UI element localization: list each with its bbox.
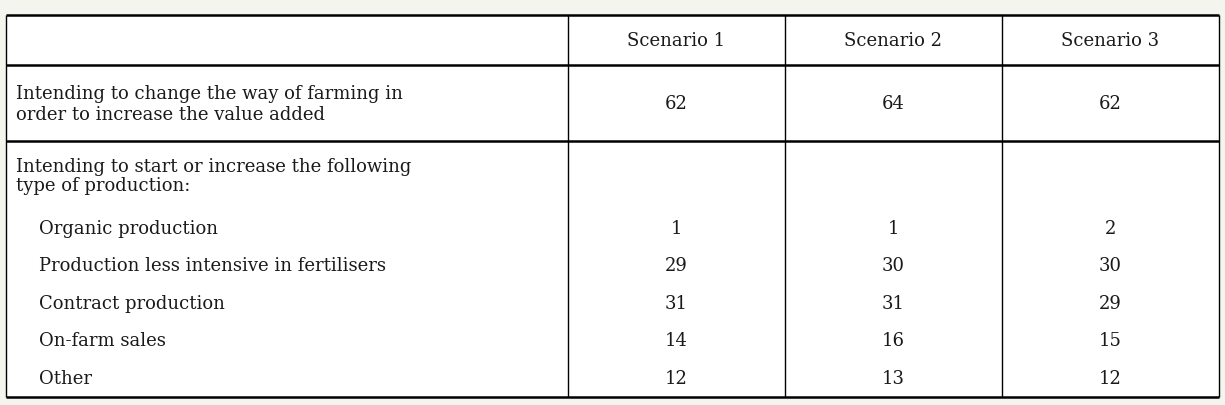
Text: 14: 14 bbox=[665, 332, 687, 350]
Text: 62: 62 bbox=[665, 95, 687, 113]
Text: Contract production: Contract production bbox=[16, 294, 225, 312]
Text: 15: 15 bbox=[1099, 332, 1122, 350]
Text: 16: 16 bbox=[882, 332, 905, 350]
Text: order to increase the value added: order to increase the value added bbox=[16, 106, 325, 124]
Text: 12: 12 bbox=[1099, 369, 1122, 387]
Text: Scenario 1: Scenario 1 bbox=[627, 32, 725, 50]
Text: 2: 2 bbox=[1105, 219, 1116, 237]
Text: On-farm sales: On-farm sales bbox=[16, 332, 165, 350]
Text: 31: 31 bbox=[882, 294, 905, 312]
Text: Production less intensive in fertilisers: Production less intensive in fertilisers bbox=[16, 257, 386, 275]
Text: 62: 62 bbox=[1099, 95, 1122, 113]
Text: 1: 1 bbox=[887, 219, 899, 237]
Text: 29: 29 bbox=[1099, 294, 1122, 312]
Text: Scenario 3: Scenario 3 bbox=[1061, 32, 1159, 50]
Text: 12: 12 bbox=[665, 369, 687, 387]
Text: Scenario 2: Scenario 2 bbox=[844, 32, 942, 50]
Text: 29: 29 bbox=[665, 257, 687, 275]
Text: 64: 64 bbox=[882, 95, 905, 113]
Text: 30: 30 bbox=[1099, 257, 1122, 275]
Text: Intending to start or increase the following: Intending to start or increase the follo… bbox=[16, 157, 412, 175]
Text: 1: 1 bbox=[670, 219, 682, 237]
Text: type of production:: type of production: bbox=[16, 176, 190, 194]
Text: Organic production: Organic production bbox=[16, 219, 218, 237]
Text: 30: 30 bbox=[882, 257, 905, 275]
Text: Intending to change the way of farming in: Intending to change the way of farming i… bbox=[16, 85, 403, 102]
Text: 31: 31 bbox=[665, 294, 687, 312]
Text: 13: 13 bbox=[882, 369, 905, 387]
Text: Other: Other bbox=[16, 369, 92, 387]
